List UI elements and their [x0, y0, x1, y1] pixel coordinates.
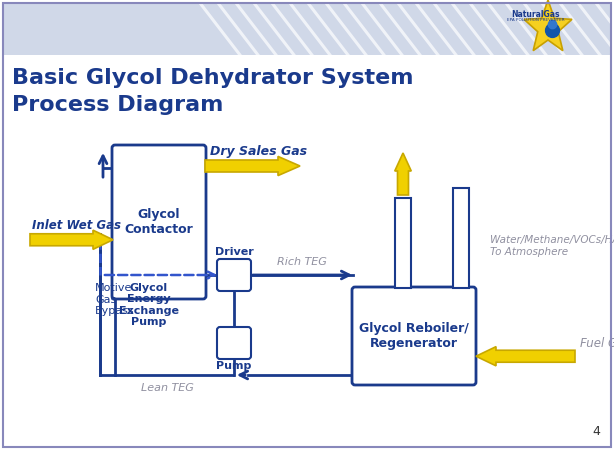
Text: 4: 4 — [592, 425, 600, 438]
Text: Motive
Gas
Bypass: Motive Gas Bypass — [95, 283, 134, 316]
FancyArrow shape — [395, 153, 411, 195]
Bar — [453, 188, 469, 288]
Bar — [3, 55, 611, 447]
Text: Glycol
Contactor: Glycol Contactor — [125, 208, 193, 236]
Text: Driver: Driver — [215, 247, 254, 257]
Text: Glycol Reboiler/
Regenerator: Glycol Reboiler/ Regenerator — [359, 322, 469, 350]
Polygon shape — [524, 0, 572, 51]
Text: Glycol
Energy
Exchange
Pump: Glycol Energy Exchange Pump — [119, 283, 179, 328]
Text: Lean TEG: Lean TEG — [141, 383, 193, 393]
Text: Inlet Wet Gas: Inlet Wet Gas — [32, 219, 121, 232]
FancyArrow shape — [205, 157, 300, 176]
Bar — [3, 3, 611, 55]
Text: Process Diagram: Process Diagram — [12, 95, 223, 115]
FancyArrow shape — [476, 346, 575, 366]
Text: EPA POLLUTION PREVENTER: EPA POLLUTION PREVENTER — [507, 18, 565, 22]
FancyBboxPatch shape — [352, 287, 476, 385]
Bar — [395, 198, 411, 288]
Text: Water/Methane/VOCs/HAPs
To Atmosphere: Water/Methane/VOCs/HAPs To Atmosphere — [490, 235, 614, 256]
Text: Basic Glycol Dehydrator System: Basic Glycol Dehydrator System — [12, 68, 413, 88]
Text: Dry Sales Gas: Dry Sales Gas — [210, 145, 307, 158]
FancyBboxPatch shape — [217, 259, 251, 291]
FancyBboxPatch shape — [112, 145, 206, 299]
Text: Fuel Gas: Fuel Gas — [580, 337, 614, 350]
Text: NaturalGas: NaturalGas — [511, 10, 560, 19]
Text: Pump: Pump — [216, 361, 252, 371]
FancyArrow shape — [30, 230, 113, 249]
Text: Rich TEG: Rich TEG — [276, 257, 327, 267]
FancyBboxPatch shape — [217, 327, 251, 359]
